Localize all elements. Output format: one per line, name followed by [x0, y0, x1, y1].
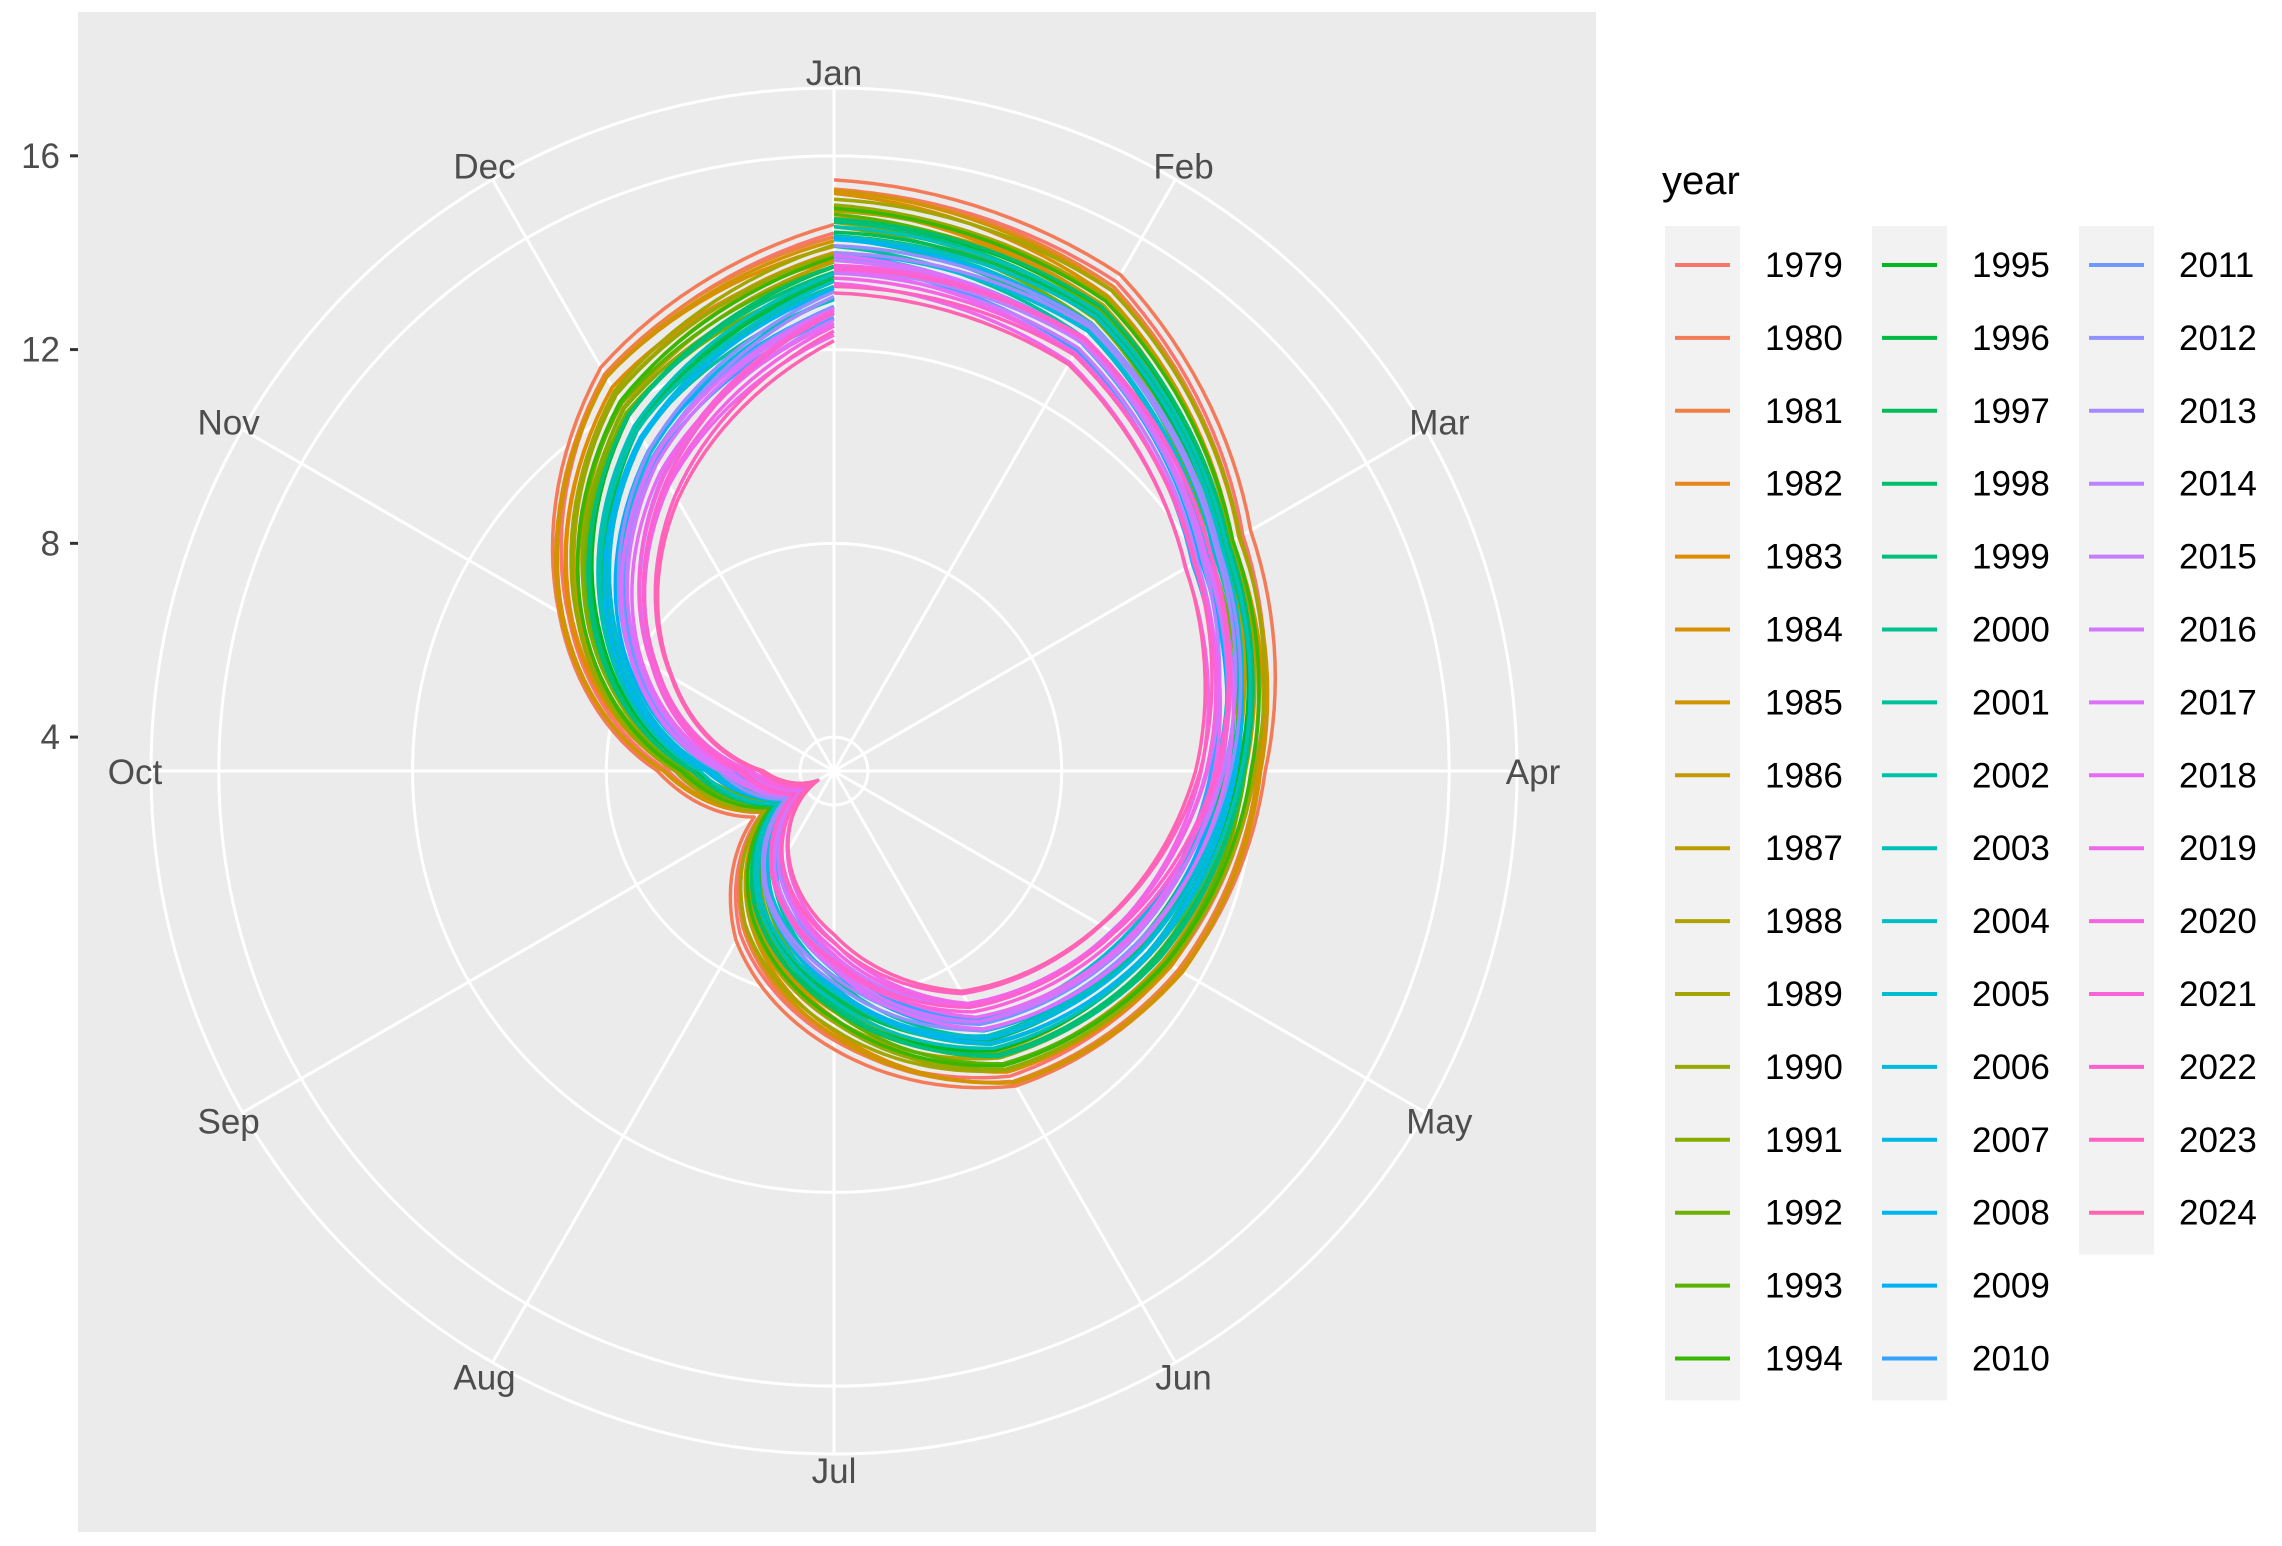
month-label: Jul	[812, 1452, 857, 1491]
month-label: Dec	[453, 148, 515, 187]
radial-axis: 4 8 12 16	[21, 137, 78, 757]
legend-label: 1984	[1765, 611, 1843, 650]
month-label: Feb	[1153, 148, 1213, 187]
series-line-2004	[607, 235, 1244, 1038]
legend-label: 2019	[2179, 829, 2257, 868]
legend-label: 1982	[1765, 465, 1843, 504]
legend-label: 2023	[2179, 1121, 2257, 1160]
legend-label: 1985	[1765, 683, 1843, 722]
grid-spoke	[241, 428, 835, 773]
series-line-1999	[586, 219, 1253, 1059]
series-line-2017	[619, 253, 1236, 1031]
legend-label: 1989	[1765, 975, 1843, 1014]
r-tick-label: 16	[21, 137, 60, 176]
series-line-1998	[587, 217, 1255, 1057]
grid-spoke	[833, 428, 1427, 773]
legend-label: 2006	[1972, 1048, 2050, 1087]
legend: year 1979 1980 1981 1982 1983 1984 1985 1986 198…	[1662, 159, 2257, 1401]
legend-label: 2021	[2179, 975, 2257, 1014]
legend-label: 2008	[1972, 1194, 2050, 1233]
legend-label: 1992	[1765, 1194, 1843, 1233]
series-lines	[550, 178, 1278, 1090]
legend-label: 2024	[2179, 1194, 2257, 1233]
r-tick-label: 4	[41, 718, 60, 757]
legend-label: 2001	[1972, 683, 2050, 722]
legend-label: 2000	[1972, 611, 2050, 650]
legend-label: 2009	[1972, 1267, 2050, 1306]
legend-label: 2018	[2179, 756, 2257, 795]
series-line-2022	[641, 267, 1231, 1010]
r-tick-label: 12	[21, 331, 60, 370]
legend-key-bg	[2079, 226, 2154, 1255]
legend-label: 1993	[1765, 1267, 1843, 1306]
legend-label: 1983	[1765, 538, 1843, 577]
legend-label: 1996	[1972, 319, 2050, 358]
grid-spoke	[241, 769, 835, 1114]
legend-key-bg	[1665, 226, 1740, 1401]
month-label: Jun	[1155, 1358, 1211, 1397]
legend-label: 2014	[2179, 465, 2257, 504]
month-label: May	[1406, 1103, 1473, 1142]
legend-label: 2013	[2179, 392, 2257, 431]
month-label: Mar	[1409, 404, 1470, 443]
month-label: Sep	[198, 1103, 260, 1142]
legend-label: 1997	[1972, 392, 2050, 431]
legend-label: 1998	[1972, 465, 2050, 504]
legend-label: 2007	[1972, 1121, 2050, 1160]
legend-label: 1988	[1765, 902, 1843, 941]
series-line-2016	[625, 258, 1231, 1024]
legend-label: 2003	[1972, 829, 2050, 868]
series-line-2003	[596, 225, 1252, 1050]
month-label: Apr	[1506, 753, 1561, 792]
legend-label: 2015	[2179, 538, 2257, 577]
legend-label: 1981	[1765, 392, 1843, 431]
legend-label: 2011	[2179, 246, 2254, 285]
legend-label: 2004	[1972, 902, 2050, 941]
legend-title: year	[1662, 159, 1740, 203]
month-label: Nov	[198, 404, 261, 443]
legend-label: 2005	[1972, 975, 2050, 1014]
legend-label: 1986	[1765, 756, 1843, 795]
series-line-2024	[655, 291, 1207, 994]
month-label: Jan	[806, 54, 862, 93]
legend-label: 2002	[1972, 756, 2050, 795]
legend-label: 1994	[1765, 1340, 1843, 1379]
legend-label: 1979	[1765, 246, 1843, 285]
grid-spoke	[832, 178, 1177, 772]
legend-items: 1979 1980 1981 1982 1983 1984 1985 1986 1987 1988…	[1665, 226, 2257, 1401]
month-label: Aug	[453, 1358, 515, 1397]
legend-label: 1987	[1765, 829, 1843, 868]
legend-label: 2016	[2179, 611, 2257, 650]
legend-label: 1995	[1972, 246, 2050, 285]
legend-label: 2022	[2179, 1048, 2257, 1087]
series-line-1994	[575, 206, 1261, 1068]
legend-label: 2010	[1972, 1340, 2050, 1379]
month-labels: Jan Feb Mar Apr May Jun Jul Aug Sep Oct Nov Dec	[108, 54, 1561, 1491]
legend-label: 1999	[1972, 538, 2050, 577]
legend-label: 2012	[2179, 319, 2257, 358]
legend-label: 1991	[1765, 1121, 1843, 1160]
legend-label: 2017	[2179, 683, 2257, 722]
month-label: Oct	[108, 753, 163, 792]
r-tick-label: 8	[41, 524, 60, 563]
legend-label: 1990	[1765, 1048, 1843, 1087]
legend-key-bg	[1872, 226, 1947, 1401]
legend-label: 1980	[1765, 319, 1843, 358]
polar-grid	[149, 86, 1519, 1456]
legend-label: 2020	[2179, 902, 2257, 941]
